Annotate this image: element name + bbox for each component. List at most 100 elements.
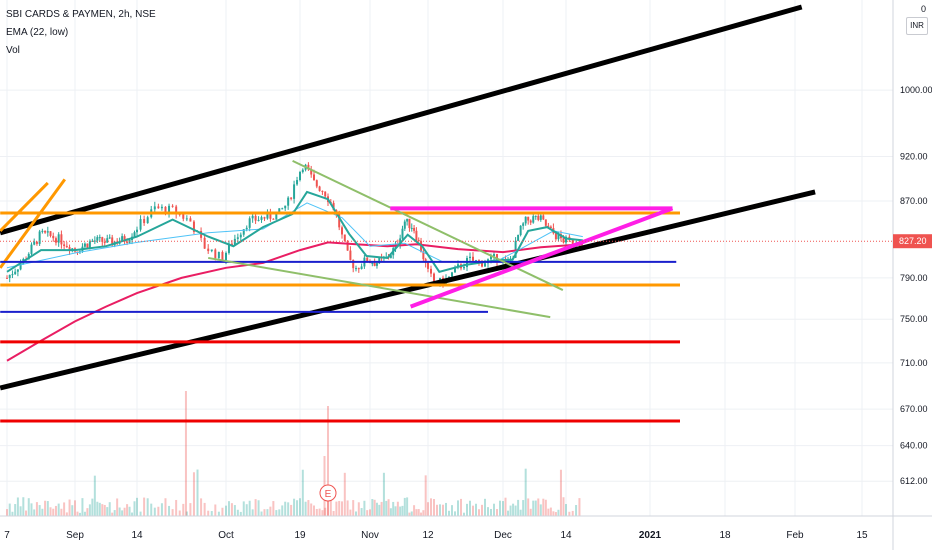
volume-bar [93, 475, 96, 516]
volume-bar [185, 511, 188, 516]
drawing-lines [0, 4, 893, 423]
currency-button[interactable]: INR [906, 17, 928, 35]
candle-body [207, 248, 210, 252]
volume-bar [74, 500, 76, 516]
candle-body [126, 241, 129, 243]
volume-bar [106, 507, 109, 516]
volume-bar [512, 503, 515, 516]
candle-body [52, 235, 55, 239]
ema-indicator-label[interactable]: EMA (22, low) [6, 27, 69, 38]
volume-bar [63, 502, 66, 516]
volume-bar [373, 499, 376, 516]
volume-bar [378, 504, 381, 516]
green-falling-line [208, 256, 551, 319]
candle-body [153, 206, 156, 210]
volume-bar [363, 500, 366, 516]
candle-body [233, 238, 236, 246]
volume-bar [532, 500, 535, 516]
volume-bar [210, 511, 213, 516]
volume-bar [146, 498, 149, 516]
candle-body [484, 263, 486, 267]
volume-indicator-label[interactable]: Vol [6, 45, 20, 56]
volume-bar [299, 498, 301, 516]
volume-bar [502, 501, 504, 516]
candle-body [321, 190, 324, 192]
volume-bar [98, 502, 101, 516]
candle-body [338, 213, 341, 228]
volume-bar [534, 500, 537, 516]
volume-bar [385, 500, 388, 516]
volume-bar [415, 509, 418, 516]
volume-bar [542, 498, 545, 516]
volume-bar [160, 503, 163, 516]
candle-body [6, 277, 8, 279]
candle-body [108, 237, 111, 239]
volume-bar [269, 506, 272, 516]
volume-bar [68, 499, 71, 516]
volume-bar [46, 501, 49, 516]
volume-bar [275, 510, 278, 516]
candle-body [203, 237, 206, 249]
last-price-tag [893, 234, 932, 249]
candle-body [76, 251, 79, 253]
volume-bar [207, 510, 210, 516]
volume-bar [575, 505, 578, 516]
volume-bar [422, 510, 425, 516]
candle-body [111, 237, 114, 246]
volume-bar [332, 511, 335, 516]
time-axis [0, 516, 932, 550]
volume-bar [22, 497, 25, 516]
candle-body [33, 241, 36, 245]
volume-bar [118, 507, 121, 516]
volume-bar [60, 508, 63, 516]
candle-body [133, 232, 136, 237]
candle-body [221, 251, 224, 261]
candle-body [346, 241, 349, 251]
volume-bar [321, 510, 324, 516]
volume-bar [310, 503, 313, 516]
price-axis [893, 0, 932, 550]
candle-body [164, 206, 167, 214]
channel-lower-line [0, 189, 816, 391]
price-tick-label: 640.00 [900, 441, 928, 451]
volume-bar [424, 475, 427, 516]
candle-body [310, 169, 313, 175]
volume-bar [463, 512, 465, 516]
candle-body [239, 234, 242, 238]
volume-bar [389, 508, 392, 516]
volume-bar [568, 511, 571, 516]
candle-body [406, 218, 409, 222]
volume-bar [433, 499, 435, 516]
volume-bar [278, 509, 281, 516]
candle-body [427, 262, 429, 269]
candle-body [91, 240, 94, 242]
candle-body [341, 227, 343, 235]
volume-spike [327, 406, 329, 516]
candle-body [251, 215, 254, 219]
candle-body [401, 228, 404, 239]
time-tick-label: 18 [719, 530, 731, 541]
volume-bar [481, 504, 483, 516]
candle-body [146, 217, 149, 224]
candle-body [478, 260, 480, 262]
volume-bar [460, 498, 462, 516]
volume-bar [263, 509, 266, 516]
volume-bar [499, 500, 501, 516]
volume-bar [519, 509, 522, 516]
time-tick-label: 14 [560, 530, 572, 541]
candle-body [86, 243, 89, 248]
candle-body [38, 231, 41, 244]
candle-body [83, 243, 86, 247]
volume-bar [380, 501, 383, 516]
time-tick-label: 7 [4, 530, 10, 541]
volume-bar [507, 510, 510, 516]
candle-body [301, 169, 304, 173]
candle-body [410, 227, 413, 229]
candle-body [242, 229, 245, 235]
volume-bar [196, 469, 199, 516]
volume-bar [260, 511, 263, 516]
symbol-title[interactable]: SBI CARDS & PAYMEN, 2h, NSE [6, 9, 156, 20]
volume-bar [38, 505, 41, 516]
